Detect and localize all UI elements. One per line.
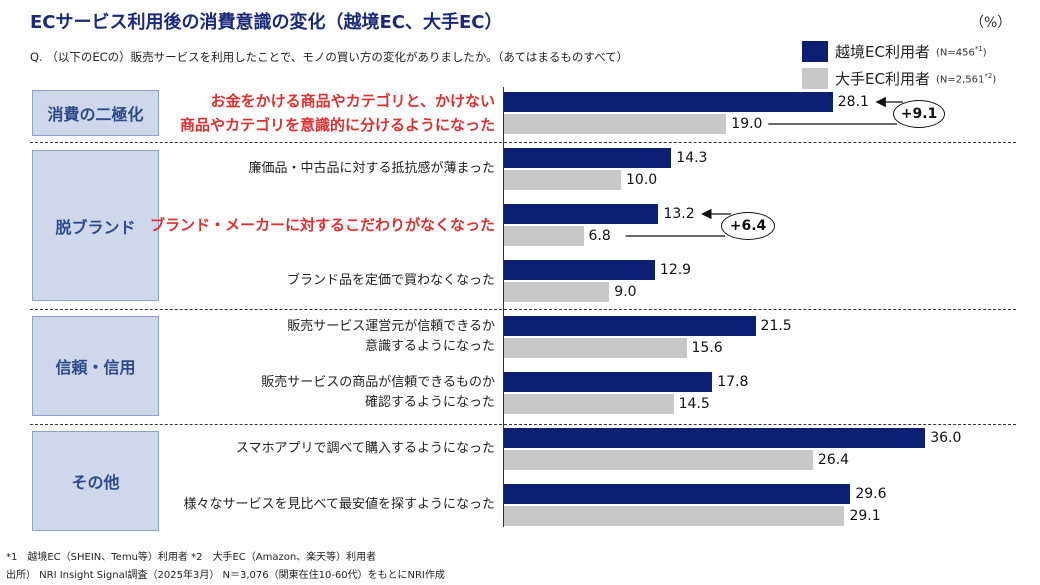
bar-cross-border-ec <box>504 372 713 392</box>
item-label-line: 販売サービスの商品が信頼できるものか <box>261 375 495 390</box>
separator-line <box>30 424 1016 425</box>
item-label-line: 販売サービス運営元が信頼できるか <box>287 319 495 334</box>
legend-note: (N=2,561*2) <box>935 71 997 86</box>
item-label-line: 意識するようになった <box>364 339 495 354</box>
bar-major-ec <box>504 338 687 358</box>
item-label-line: ブランド・メーカーに対するこだわりがなくなった <box>149 216 495 234</box>
bar-major-ec <box>504 450 813 470</box>
legend-item-major: 大手EC利用者 (N=2,561*2) <box>802 68 996 89</box>
bar-major-ec <box>504 394 674 414</box>
item-label-line: 確認するようになった <box>364 395 495 410</box>
chart-title: ECサービス利用後の消費意識の変化（越境EC、大手EC） <box>30 12 503 33</box>
item-label-line: スマホアプリで調べて購入するようになった <box>235 441 495 456</box>
value-label: 28.1 <box>837 94 869 110</box>
bar-cross-border-ec <box>504 204 659 224</box>
category-box-other: その他 <box>32 431 159 531</box>
bar-major-ec <box>504 282 610 302</box>
item-label: お金をかける商品やカテゴリと、かけない商品やカテゴリを意識的に分けるようになった <box>180 89 495 137</box>
separator-line <box>30 309 1016 310</box>
category-box-trust: 信頼・信用 <box>32 316 159 416</box>
bar-cross-border-ec <box>504 92 833 112</box>
item-label: スマホアプリで調べて購入するようになった <box>236 439 495 459</box>
legend-item-cross-border: 越境EC利用者 (N=456*1) <box>802 41 987 62</box>
footnote-source: 出所） NRI Insight Signal調査（2025年3月） N＝3,07… <box>6 570 445 581</box>
value-label: 19.0 <box>731 116 763 132</box>
question-text: Q. （以下のECの）販売サービスを利用したことで、モノの買い方の変化がありまし… <box>30 50 629 64</box>
legend-label: 大手EC利用者 <box>835 70 930 88</box>
value-label: 15.6 <box>691 340 723 356</box>
bar-cross-border-ec <box>504 260 655 280</box>
difference-badge: +9.1 <box>893 100 945 128</box>
footnote-respondents: *1 越境EC（SHEIN、Temu等）利用者 *2 大手EC（Amazon、楽… <box>6 552 377 563</box>
value-label: 6.8 <box>588 228 611 244</box>
item-label-line: ブランド品を定価で買わなくなった <box>286 273 495 288</box>
item-label: 販売サービス運営元が信頼できるか意識するようになった <box>287 317 495 357</box>
value-label: 17.8 <box>717 374 749 390</box>
separator-line <box>30 142 1016 143</box>
value-label: 14.5 <box>678 396 710 412</box>
value-label: 21.5 <box>760 318 792 334</box>
value-label: 29.6 <box>855 486 887 502</box>
item-label: 様々なサービスを見比べて最安値を探すようになった <box>184 495 495 515</box>
bar-cross-border-ec <box>504 316 756 336</box>
bar-cross-border-ec <box>504 428 926 448</box>
legend-note: (N=456*1) <box>935 44 987 59</box>
bar-cross-border-ec <box>504 148 672 168</box>
category-box-polarization: 消費の二極化 <box>32 90 159 136</box>
item-label: 廉価品・中古品に対する抵抗感が薄まった <box>249 159 495 179</box>
bar-major-ec <box>504 114 727 134</box>
legend-label: 越境EC利用者 <box>835 43 930 61</box>
legend-swatch-major <box>802 68 828 89</box>
value-label: 26.4 <box>817 452 850 468</box>
bar-major-ec <box>504 226 584 246</box>
bar-cross-border-ec <box>504 484 851 504</box>
item-label-line: お金をかける商品やカテゴリと、かけない <box>210 92 495 110</box>
bar-major-ec <box>504 506 845 526</box>
value-label: 14.3 <box>676 150 708 166</box>
value-label: 13.2 <box>663 206 695 222</box>
item-label-line: 商品やカテゴリを意識的に分けるようになった <box>179 116 495 134</box>
value-label: 36.0 <box>930 430 962 446</box>
value-label: 10.0 <box>626 172 658 188</box>
value-label: 9.0 <box>614 284 637 300</box>
difference-badge: +6.4 <box>721 212 775 240</box>
value-label: 12.9 <box>659 262 692 278</box>
item-label-line: 様々なサービスを見比べて最安値を探すようになった <box>183 497 495 512</box>
chart-axis-line <box>503 87 504 527</box>
unit-label: （%） <box>970 15 1012 31</box>
legend-swatch-cross-border <box>802 41 828 62</box>
bar-major-ec <box>504 170 621 190</box>
item-label: 販売サービスの商品が信頼できるものか確認するようになった <box>261 373 495 413</box>
value-label: 29.1 <box>849 508 881 524</box>
item-label-line: 廉価品・中古品に対する抵抗感が薄まった <box>248 161 495 176</box>
item-label: ブランド品を定価で買わなくなった <box>287 271 495 291</box>
category-box-debranding: 脱ブランド <box>32 150 159 301</box>
item-label: ブランド・メーカーに対するこだわりがなくなった <box>150 213 495 237</box>
